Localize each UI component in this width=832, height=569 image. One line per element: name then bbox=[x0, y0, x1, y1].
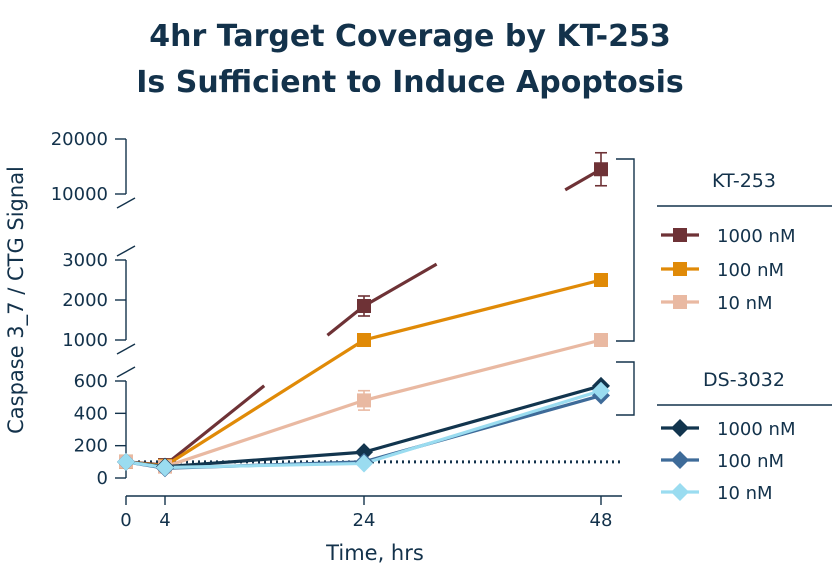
group-bracket bbox=[616, 158, 635, 342]
plot-area: 0 200 400 600 1000 2000 3000 10000 20000 0 4 24 48 bbox=[51, 129, 622, 531]
data-point bbox=[355, 443, 373, 462]
axis-break-mark bbox=[116, 245, 136, 257]
legend-group-title: KT-253 bbox=[712, 170, 776, 192]
legend-swatch-marker bbox=[671, 419, 689, 437]
y-axis-title: Caspase 3_7 / CTG Signal bbox=[4, 166, 29, 434]
data-point bbox=[355, 454, 373, 473]
data-point bbox=[592, 381, 610, 400]
x-tick-label: 4 bbox=[159, 510, 170, 531]
series-line-segment bbox=[363, 262, 438, 308]
y-tick-label: 600 bbox=[74, 371, 108, 392]
legend-label: 1000 nM bbox=[717, 226, 795, 247]
x-tick-label: 48 bbox=[590, 510, 613, 531]
data-point bbox=[357, 299, 371, 313]
legend-swatch-marker bbox=[673, 295, 687, 309]
series-line-segment bbox=[164, 461, 365, 470]
legend-swatch-marker bbox=[673, 228, 687, 242]
series-line-segment bbox=[363, 384, 602, 454]
data-point bbox=[594, 273, 608, 287]
series-line-segment bbox=[363, 278, 602, 342]
series-line-segment bbox=[164, 450, 365, 469]
chart-title-line-1: 4hr Target Coverage by KT-253 bbox=[149, 19, 670, 54]
data-point bbox=[117, 452, 135, 471]
legend-label: 100 nM bbox=[717, 260, 784, 281]
legend-label: 1000 nM bbox=[717, 419, 795, 440]
legend-label: 10 nM bbox=[717, 483, 773, 504]
y-tick-label: 2000 bbox=[62, 290, 108, 311]
legend-label: 100 nM bbox=[717, 451, 784, 472]
axis-break-mark bbox=[116, 197, 136, 209]
y-tick-label: 1000 bbox=[62, 330, 108, 351]
chart-title-line-2: Is Sufficient to Induce Apoptosis bbox=[136, 65, 684, 100]
data-point bbox=[357, 333, 371, 347]
series-line-segment bbox=[363, 389, 602, 465]
y-tick-label: 10000 bbox=[51, 184, 108, 205]
y-tick-label: 3000 bbox=[62, 250, 108, 271]
series-line-segment bbox=[363, 338, 602, 402]
data-point bbox=[594, 333, 608, 347]
legend-group-title: DS-3032 bbox=[703, 369, 785, 391]
y-tick-label: 200 bbox=[74, 436, 108, 457]
series-line-segment bbox=[164, 384, 266, 467]
y-tick-label: 400 bbox=[74, 403, 108, 424]
legend-swatch-marker bbox=[673, 262, 687, 276]
legend-label: 10 nM bbox=[717, 293, 773, 314]
legend-swatch-marker bbox=[671, 483, 689, 501]
group-bracket bbox=[616, 361, 635, 416]
legend-swatch-marker bbox=[671, 451, 689, 469]
legend: KT-253 1000 nM 100 nM 10 nM DS-3032 1000 nM 10… bbox=[616, 158, 832, 504]
series-line-segment bbox=[164, 398, 365, 469]
x-axis-title: Time, hrs bbox=[325, 541, 424, 565]
series-line-segment bbox=[164, 338, 365, 468]
y-tick-label: 0 bbox=[97, 468, 108, 489]
axis-break-mark bbox=[116, 343, 136, 355]
axis-break-mark bbox=[116, 366, 136, 378]
y-tick-label: 20000 bbox=[51, 129, 108, 150]
data-point bbox=[156, 458, 174, 477]
x-tick-label: 0 bbox=[120, 510, 131, 531]
data-point bbox=[357, 393, 371, 408]
x-tick-label: 24 bbox=[353, 510, 376, 531]
data-point bbox=[594, 162, 608, 177]
